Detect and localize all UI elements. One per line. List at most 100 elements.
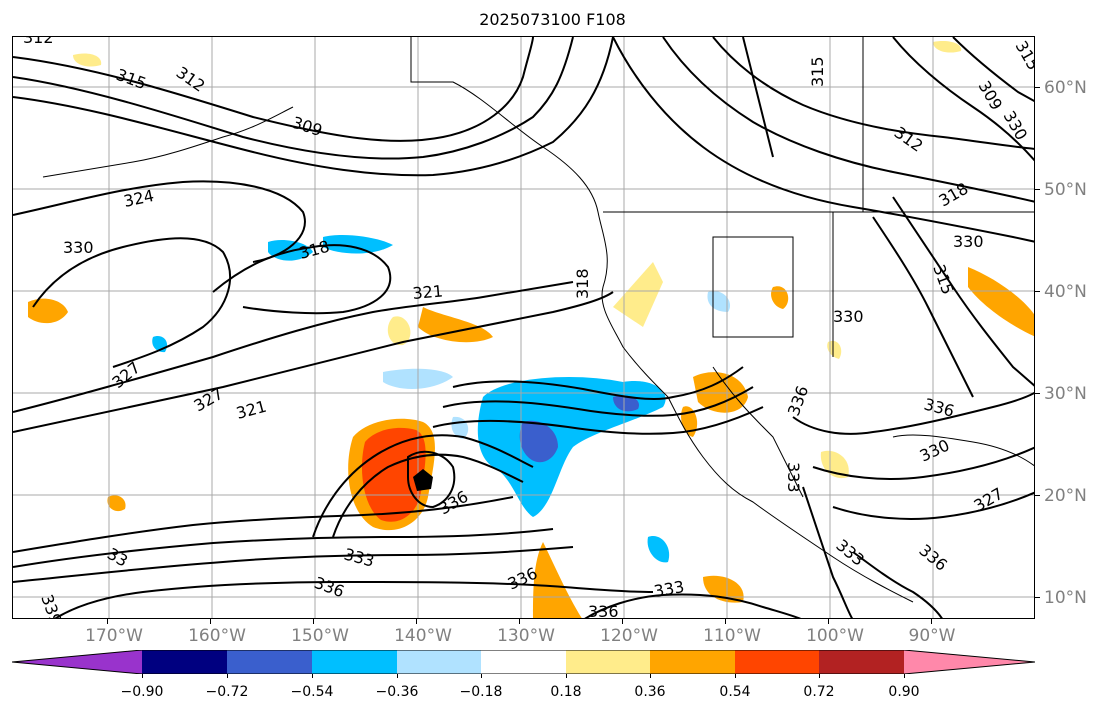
lat-label: 60°N — [1044, 78, 1087, 98]
contour-label: 339 — [37, 592, 65, 619]
lon-label: 140°W — [394, 626, 452, 646]
contour-label: 327 — [108, 358, 144, 392]
colorbar-segment — [397, 650, 481, 674]
lon-tick — [416, 619, 417, 624]
lon-tick — [622, 619, 623, 624]
colorbar — [12, 650, 1035, 674]
height-contours — [13, 37, 1034, 618]
colorbar-segment — [904, 650, 1035, 674]
contour-label: 330 — [1000, 108, 1032, 144]
contour-label: 336 — [922, 395, 956, 421]
colorbar-tick — [650, 674, 651, 678]
colorbar-segment — [12, 650, 142, 674]
contour-label: 318 — [297, 237, 331, 263]
lat-tick — [1035, 189, 1040, 190]
lat-tick — [1035, 291, 1040, 292]
colorbar-label: −0.90 — [120, 684, 164, 700]
lon-label: 170°W — [85, 626, 143, 646]
colorbar-tick — [819, 674, 820, 678]
colorbar-tick — [566, 674, 567, 678]
colorbar-tick — [312, 674, 313, 678]
contour-label: 312 — [23, 37, 54, 47]
colorbar-label: 0.54 — [719, 684, 751, 700]
contour-label: 336 — [588, 602, 619, 619]
colorbar-segment — [481, 650, 566, 674]
contour-label: 318 — [573, 268, 592, 299]
lon-label: 120°W — [600, 626, 658, 646]
lon-tick — [828, 619, 829, 624]
lat-label: 20°N — [1044, 486, 1087, 506]
lat-label: 40°N — [1044, 282, 1087, 302]
lon-label: 90°W — [908, 626, 956, 646]
lat-tick — [1035, 495, 1040, 496]
map-canvas: 312 315 312 309 324 318 330 321 327 321 … — [13, 37, 1035, 619]
contour-label: 330 — [833, 307, 864, 326]
colorbar-label: 0.18 — [550, 684, 582, 700]
graticule — [13, 37, 1034, 618]
lon-label: 110°W — [703, 626, 761, 646]
colorbar-segment — [142, 650, 227, 674]
contour-label: 330 — [953, 232, 984, 251]
colorbar-label: −0.72 — [205, 684, 249, 700]
map-panel: 312 315 312 309 324 318 330 321 327 321 … — [12, 36, 1035, 619]
lat-label: 10°N — [1044, 588, 1087, 608]
colorbar-label: −0.36 — [375, 684, 419, 700]
colorbar-segment — [735, 650, 819, 674]
colorbar-segment — [566, 650, 650, 674]
map-title: 2025073100 F108 — [479, 10, 626, 29]
contour-label: 333 — [832, 536, 868, 570]
coastlines — [42, 37, 1034, 603]
colorbar-label: −0.18 — [459, 684, 503, 700]
lon-tick — [313, 619, 314, 624]
contour-label: 315 — [808, 56, 827, 87]
lat-label: 50°N — [1044, 180, 1087, 200]
colorbar-tick — [735, 674, 736, 678]
contour-label: 318 — [936, 179, 972, 211]
lat-tick — [1035, 87, 1040, 88]
contour-label: 333 — [342, 545, 376, 571]
contour-label: 309 — [290, 113, 325, 141]
lon-tick — [107, 619, 108, 624]
positive-shading — [28, 41, 1034, 618]
colorbar-tick — [227, 674, 228, 678]
lon-tick — [210, 619, 211, 624]
contour-label: 336 — [436, 487, 472, 519]
colorbar-label: 0.72 — [803, 684, 835, 700]
contour-label: 336 — [784, 383, 812, 418]
contour-label: 321 — [412, 281, 444, 303]
lon-tick — [725, 619, 726, 624]
lon-tick — [931, 619, 932, 624]
contour-label: 315 — [1012, 38, 1035, 74]
lat-label: 30°N — [1044, 384, 1087, 404]
colorbar-label: 0.90 — [888, 684, 920, 700]
contour-label: 309 — [975, 78, 1007, 114]
colorbar-label: 0.36 — [634, 684, 666, 700]
lat-tick — [1035, 393, 1040, 394]
lon-label: 160°W — [188, 626, 246, 646]
colorbar-segment — [312, 650, 397, 674]
colorbar-tick — [142, 674, 143, 678]
contour-label: 312 — [173, 63, 209, 96]
contour-label: 330 — [63, 238, 94, 257]
colorbar-tick — [397, 674, 398, 678]
contour-label: 312 — [891, 123, 927, 156]
colorbar-segment — [227, 650, 312, 674]
contour-label: 327 — [191, 384, 227, 416]
lon-label: 130°W — [497, 626, 555, 646]
contour-label: 336 — [915, 541, 951, 575]
contour-label: 330 — [917, 435, 953, 465]
colorbar-tick — [904, 674, 905, 678]
colorbar-segment — [819, 650, 904, 674]
colorbar-label: −0.54 — [290, 684, 334, 700]
colorbar-tick — [481, 674, 482, 678]
contour-label: 333 — [784, 462, 803, 493]
colorbar-segment — [650, 650, 735, 674]
lon-label: 100°W — [806, 626, 864, 646]
storm-center-marker — [413, 469, 433, 491]
contour-label: 321 — [234, 397, 268, 423]
lat-tick — [1035, 597, 1040, 598]
lon-label: 150°W — [291, 626, 349, 646]
contour-label: 315 — [114, 65, 149, 93]
lon-tick — [519, 619, 520, 624]
contour-label: 33 — [104, 544, 131, 571]
